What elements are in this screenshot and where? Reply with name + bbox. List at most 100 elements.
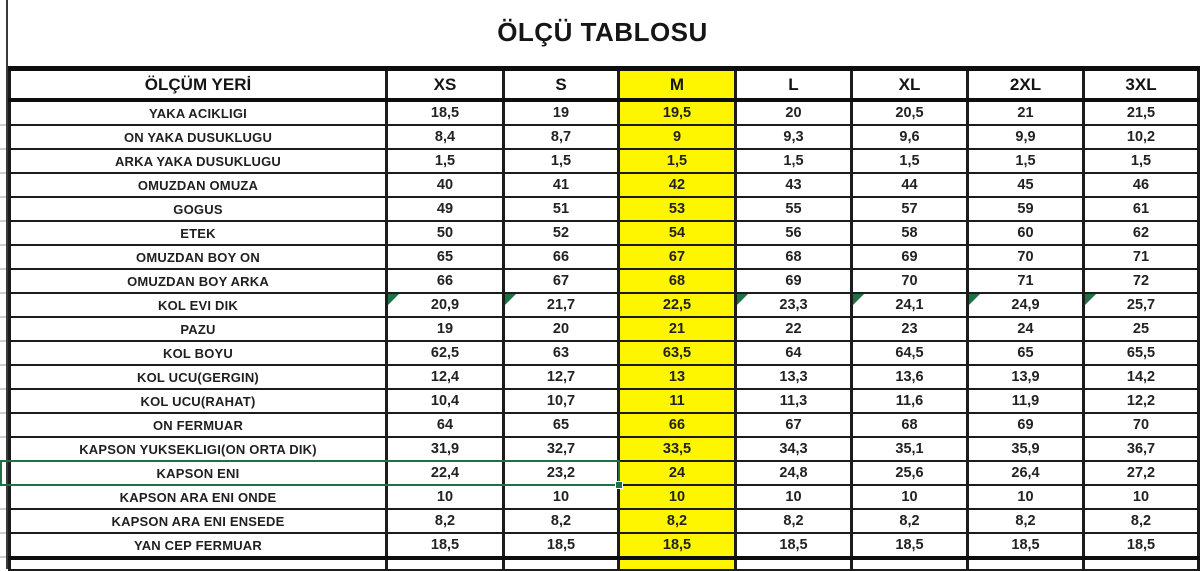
cell[interactable]: 9,6 — [850, 124, 969, 150]
cell[interactable] — [966, 558, 1085, 571]
cell[interactable]: 62,5 — [385, 340, 505, 366]
column-header-xl[interactable]: XL — [850, 66, 969, 102]
cell[interactable]: 64 — [385, 412, 505, 438]
cell[interactable]: 72 — [1082, 268, 1200, 294]
cell[interactable]: 13,3 — [734, 364, 853, 390]
row-label[interactable]: YAN CEP FERMUAR — [8, 532, 388, 560]
cell[interactable]: 59 — [966, 196, 1085, 222]
cell[interactable]: 8,4 — [385, 124, 505, 150]
cell[interactable]: 18,5 — [966, 532, 1085, 560]
cell[interactable]: 10,4 — [385, 388, 505, 414]
cell-highlighted[interactable]: 19,5 — [617, 99, 737, 126]
cell-highlighted[interactable]: 18,5 — [617, 532, 737, 560]
cell-highlighted[interactable]: 8,2 — [617, 508, 737, 534]
cell-highlighted[interactable]: 21 — [617, 316, 737, 342]
cell[interactable]: 20 — [502, 316, 620, 342]
cell[interactable]: 55 — [734, 196, 853, 222]
cell[interactable]: 21,5 — [1082, 99, 1200, 126]
cell[interactable]: 65 — [385, 244, 505, 270]
cell-highlighted[interactable]: 67 — [617, 244, 737, 270]
cell[interactable]: 57 — [850, 196, 969, 222]
cell[interactable]: 64 — [734, 340, 853, 366]
cell[interactable]: 24,8 — [734, 460, 853, 486]
row-label[interactable]: KOL UCU(RAHAT) — [8, 388, 388, 414]
cell[interactable]: 1,5 — [1082, 148, 1200, 174]
cell[interactable]: 10 — [966, 484, 1085, 510]
cell[interactable]: 71 — [966, 268, 1085, 294]
cell[interactable]: 46 — [1082, 172, 1200, 198]
cell[interactable]: 18,5 — [850, 532, 969, 560]
cell[interactable]: 25 — [1082, 316, 1200, 342]
cell[interactable]: 20,5 — [850, 99, 969, 126]
cell[interactable]: 70 — [850, 268, 969, 294]
cell-highlighted[interactable]: 9 — [617, 124, 737, 150]
column-header-xs[interactable]: XS — [385, 66, 505, 102]
cell[interactable]: 62 — [1082, 220, 1200, 246]
row-label[interactable]: OMUZDAN OMUZA — [8, 172, 388, 198]
cell[interactable]: 12,4 — [385, 364, 505, 390]
column-header-s[interactable]: S — [502, 66, 620, 102]
cell[interactable] — [502, 558, 620, 571]
column-header-2xl[interactable]: 2XL — [966, 66, 1085, 102]
cell[interactable]: 32,7 — [502, 436, 620, 462]
cell[interactable]: 71 — [1082, 244, 1200, 270]
cell[interactable]: 13,9 — [966, 364, 1085, 390]
cell[interactable]: 63 — [502, 340, 620, 366]
cell[interactable]: 1,5 — [966, 148, 1085, 174]
row-label[interactable]: PAZU — [8, 316, 388, 342]
cell[interactable]: 8,2 — [850, 508, 969, 534]
cell[interactable]: 70 — [1082, 412, 1200, 438]
cell[interactable]: 1,5 — [734, 148, 853, 174]
cell[interactable] — [617, 558, 737, 571]
cell[interactable]: 22 — [734, 316, 853, 342]
cell[interactable]: 9,3 — [734, 124, 853, 150]
cell-highlighted[interactable]: 22,5 — [617, 292, 737, 318]
cell[interactable]: 19 — [502, 99, 620, 126]
cell[interactable]: 36,7 — [1082, 436, 1200, 462]
cell[interactable] — [850, 558, 969, 571]
cell[interactable]: 10 — [502, 484, 620, 510]
cell[interactable]: 18,5 — [385, 532, 505, 560]
row-label[interactable]: KOL UCU(GERGIN) — [8, 364, 388, 390]
column-header-m[interactable]: M — [617, 66, 737, 102]
row-label[interactable]: KAPSON ENI — [8, 460, 388, 486]
column-header-l[interactable]: L — [734, 66, 853, 102]
cell[interactable]: 31,9 — [385, 436, 505, 462]
row-label[interactable]: YAKA ACIKLIGI — [8, 99, 388, 126]
cell[interactable]: 11,6 — [850, 388, 969, 414]
row-label[interactable]: ETEK — [8, 220, 388, 246]
cell[interactable]: 69 — [734, 268, 853, 294]
cell[interactable] — [8, 558, 388, 571]
cell[interactable]: 34,3 — [734, 436, 853, 462]
cell[interactable]: 8,2 — [385, 508, 505, 534]
cell[interactable]: 65,5 — [1082, 340, 1200, 366]
cell[interactable]: 24,9 — [966, 292, 1085, 318]
cell[interactable]: 24 — [966, 316, 1085, 342]
cell[interactable]: 21 — [966, 99, 1085, 126]
cell[interactable]: 68 — [850, 412, 969, 438]
cell[interactable]: 14,2 — [1082, 364, 1200, 390]
cell[interactable] — [734, 558, 853, 571]
cell[interactable] — [385, 558, 505, 571]
cell[interactable]: 8,7 — [502, 124, 620, 150]
row-label[interactable]: KAPSON ARA ENI ENSEDE — [8, 508, 388, 534]
cell[interactable] — [1082, 558, 1200, 571]
column-header-3xl[interactable]: 3XL — [1082, 66, 1200, 102]
cell[interactable]: 69 — [966, 412, 1085, 438]
cell[interactable]: 23 — [850, 316, 969, 342]
cell-highlighted[interactable]: 53 — [617, 196, 737, 222]
cell[interactable]: 66 — [502, 244, 620, 270]
cell[interactable]: 8,2 — [1082, 508, 1200, 534]
cell[interactable]: 19 — [385, 316, 505, 342]
cell[interactable]: 10 — [850, 484, 969, 510]
cell[interactable]: 60 — [966, 220, 1085, 246]
cell[interactable]: 56 — [734, 220, 853, 246]
cell[interactable]: 1,5 — [850, 148, 969, 174]
row-label[interactable]: KOL BOYU — [8, 340, 388, 366]
cell-highlighted[interactable]: 13 — [617, 364, 737, 390]
cell-highlighted[interactable]: 42 — [617, 172, 737, 198]
row-label[interactable]: OMUZDAN BOY ON — [8, 244, 388, 270]
cell[interactable]: 44 — [850, 172, 969, 198]
cell[interactable]: 27,2 — [1082, 460, 1200, 486]
cell[interactable]: 40 — [385, 172, 505, 198]
